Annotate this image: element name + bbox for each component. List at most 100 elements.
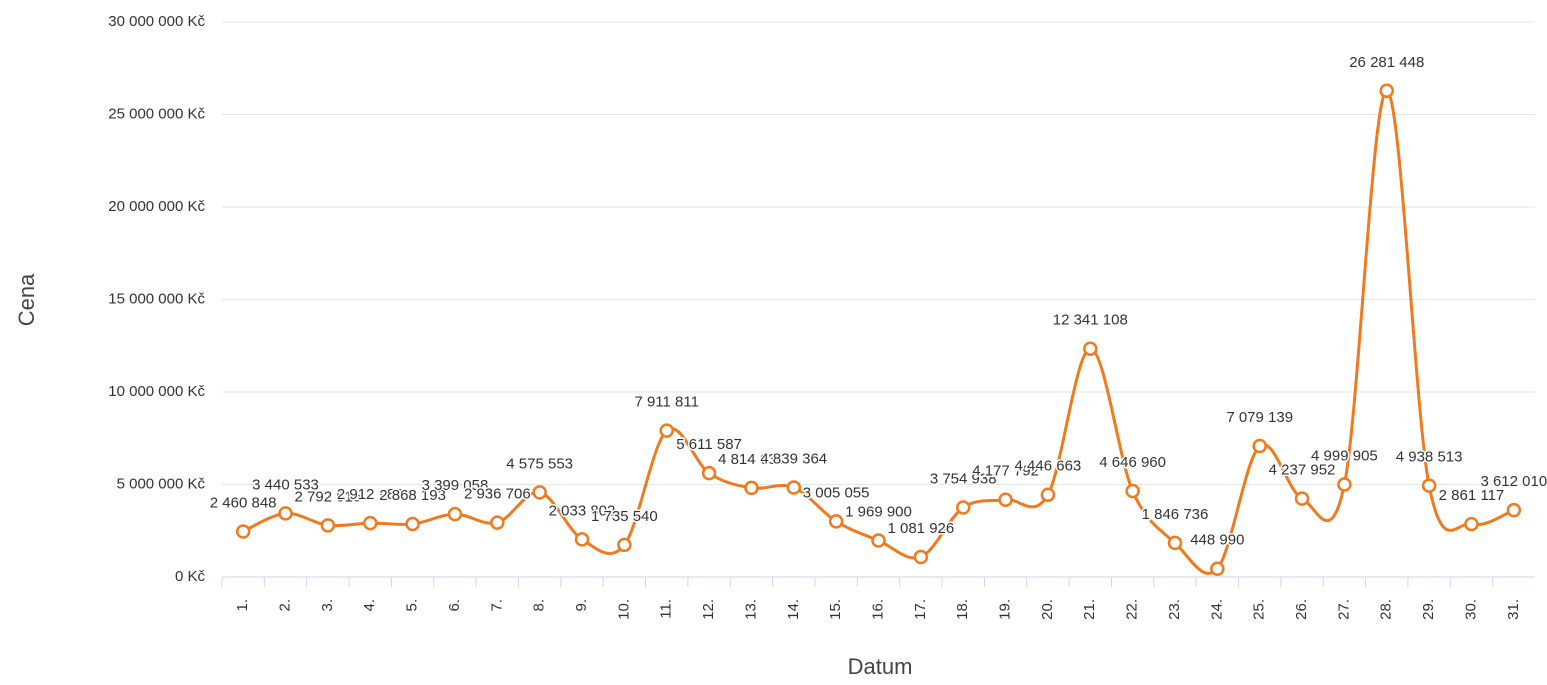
y-tick-label: 25 000 000 Kč xyxy=(108,105,205,122)
x-tick-label: 24. xyxy=(1208,599,1225,620)
point xyxy=(701,465,717,481)
data-label: 7 911 811 xyxy=(634,394,699,411)
data-label: 2 936 706 xyxy=(464,486,531,503)
data-label: 2 861 117 xyxy=(1439,487,1505,504)
x-tick-label: 13. xyxy=(742,599,759,620)
point xyxy=(998,492,1013,507)
point xyxy=(1210,561,1225,576)
data-label: 1 846 736 xyxy=(1142,506,1209,523)
point xyxy=(1125,483,1140,499)
data-label: 4 938 513 xyxy=(1396,449,1463,466)
data-label: 1 081 926 xyxy=(887,520,954,537)
x-tick-label: 11. xyxy=(658,599,675,619)
point xyxy=(574,532,590,547)
point xyxy=(871,533,886,548)
data-label: 3 754 938 xyxy=(930,471,997,488)
data-label: 7 079 139 xyxy=(1226,409,1293,426)
x-tick-label: 14. xyxy=(785,599,802,620)
data-label: 3 005 055 xyxy=(803,484,870,501)
x-tick-label: 15. xyxy=(827,599,844,620)
data-label: 2 792 516 xyxy=(295,488,362,505)
y-tick-label: 5 000 000 Kč xyxy=(117,475,206,492)
point xyxy=(1421,478,1437,493)
point xyxy=(235,524,251,539)
x-tick-label: 25. xyxy=(1251,599,1268,620)
x-tick-label: 19. xyxy=(997,599,1014,620)
point xyxy=(786,480,802,495)
data-label: 2 868 193 xyxy=(379,487,446,504)
x-tick-label: 26. xyxy=(1293,599,1310,620)
data-label: 4 646 960 xyxy=(1099,454,1166,471)
x-tick-label: 18. xyxy=(954,599,971,620)
x-tick-label: 17. xyxy=(912,599,929,620)
x-tick-label: 29. xyxy=(1420,599,1437,620)
x-tick-label: 22. xyxy=(1124,599,1141,620)
x-tick-label: 21. xyxy=(1081,599,1098,620)
point xyxy=(1379,83,1395,99)
data-label: 4 237 952 xyxy=(1269,462,1336,479)
data-label: 5 611 587 xyxy=(676,436,742,453)
data-label: 2 033 802 xyxy=(549,502,616,519)
point xyxy=(320,518,336,533)
point xyxy=(1506,502,1522,518)
data-label: 12 341 108 xyxy=(1053,312,1128,329)
point xyxy=(1040,487,1056,502)
data-label: 2 460 848 xyxy=(210,494,277,511)
x-tick-label: 20. xyxy=(1039,599,1056,620)
point xyxy=(1167,535,1183,551)
x-tick-label: 5. xyxy=(404,599,421,612)
point xyxy=(913,549,929,565)
y-tick-label: 30 000 000 Kč xyxy=(108,13,205,30)
point xyxy=(955,500,971,515)
x-axis-title: Datum xyxy=(848,654,913,679)
x-tick-label: 31. xyxy=(1505,599,1522,620)
x-tick-label: 27. xyxy=(1335,599,1352,620)
x-tick-label: 7. xyxy=(488,599,505,612)
y-tick-label: 10 000 000 Kč xyxy=(108,383,205,400)
point xyxy=(1337,477,1352,492)
data-label: 1 969 900 xyxy=(845,504,912,521)
x-tick-label: 9. xyxy=(573,599,590,612)
data-label: 1 735 540 xyxy=(591,508,658,525)
point xyxy=(362,515,378,531)
point xyxy=(1083,341,1098,356)
point xyxy=(1294,491,1310,506)
point xyxy=(490,515,505,530)
data-label: 4 999 905 xyxy=(1311,447,1378,464)
point xyxy=(447,506,463,522)
data-label: 4 814 630 xyxy=(718,451,785,468)
x-tick-label: 30. xyxy=(1462,599,1479,620)
point xyxy=(617,537,632,553)
y-axis-title: Cena xyxy=(14,273,39,326)
y-tick-label: 15 000 000 Kč xyxy=(108,290,205,307)
point xyxy=(1464,516,1479,532)
data-label: 3 612 010 xyxy=(1480,473,1547,490)
data-label: 4 839 364 xyxy=(760,450,827,467)
data-label: 3 399 058 xyxy=(422,477,489,494)
x-tick-label: 12. xyxy=(700,599,717,620)
x-tick-label: 3. xyxy=(319,599,336,612)
data-label: 4 446 663 xyxy=(1015,458,1082,475)
point xyxy=(278,506,293,521)
x-tick-label: 28. xyxy=(1378,599,1395,620)
data-label: 26 281 448 xyxy=(1349,54,1424,71)
point xyxy=(405,516,420,532)
point xyxy=(828,514,844,529)
point xyxy=(659,423,674,438)
data-label: 2 912 980 xyxy=(337,486,404,503)
point xyxy=(744,480,759,496)
x-tick-label: 4. xyxy=(361,599,378,612)
x-tick-label: 6. xyxy=(446,599,463,612)
x-tick-label: 16. xyxy=(869,599,886,620)
point xyxy=(1252,438,1267,454)
data-label: 448 990 xyxy=(1190,532,1244,549)
data-label: 4 177 792 xyxy=(972,463,1039,480)
point xyxy=(532,485,547,500)
x-tick-label: 23. xyxy=(1166,599,1183,620)
x-tick-label: 2. xyxy=(277,599,294,612)
x-tick-label: 1. xyxy=(234,599,251,612)
y-tick-label: 20 000 000 Kč xyxy=(108,198,205,215)
x-tick-label: 10. xyxy=(615,599,632,620)
data-label: 3 440 533 xyxy=(252,476,319,493)
